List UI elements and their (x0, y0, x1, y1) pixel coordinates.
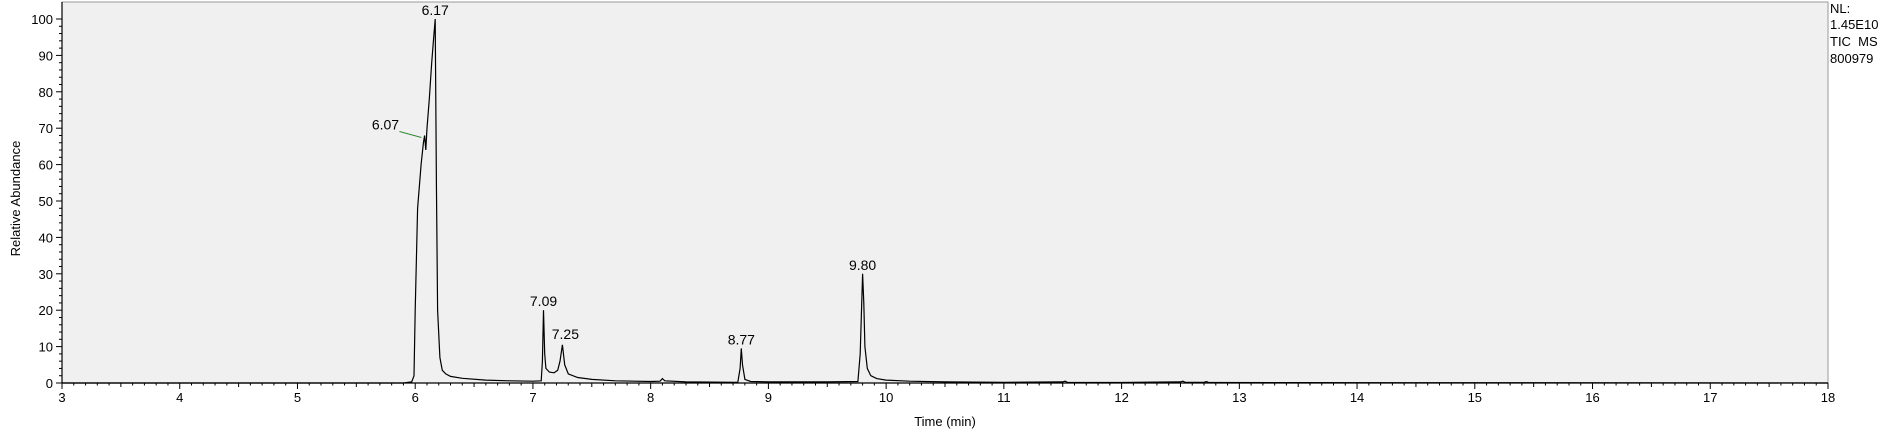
x-tick-label: 6 (412, 390, 419, 405)
peak-label: 6.07 (372, 116, 399, 132)
x-tick-label: 5 (294, 390, 301, 405)
x-tick-label: 11 (997, 390, 1011, 405)
tic-trace-line (62, 18, 1829, 384)
x-tick-label: 16 (1585, 390, 1599, 405)
y-tick-label: 10 (39, 340, 53, 355)
x-tick-label: 9 (765, 390, 772, 405)
y-axis: 0 10 20 30 40 50 60 70 80 90 100 (31, 2, 63, 391)
x-tick-label: 14 (1350, 390, 1364, 405)
y-tick-label: 0 (46, 376, 53, 391)
y-tick-label: 40 (39, 230, 53, 245)
nl-label: NL: (1830, 1, 1850, 16)
plot-area (61, 1, 1829, 384)
y-axis-title: Relative Abundance (8, 141, 23, 257)
nl-value: 1.45E10 (1830, 17, 1878, 32)
x-tick-label: 18 (1821, 390, 1835, 405)
x-tick-label: 4 (176, 390, 183, 405)
peak-label: 9.80 (849, 257, 876, 273)
y-tick-label: 20 (39, 303, 53, 318)
y-tick-label: 60 (39, 158, 53, 173)
x-tick-label: 12 (1114, 390, 1128, 405)
peak-label: 7.09 (530, 293, 557, 309)
peak-label-leader (399, 130, 422, 138)
x-tick-label: 10 (879, 390, 893, 405)
y-tick-label: 90 (39, 48, 53, 63)
x-tick-label: 15 (1468, 390, 1482, 405)
x-tick-label: 13 (1232, 390, 1246, 405)
y-tick-label: 100 (31, 12, 53, 27)
y-tick-label: 70 (39, 121, 53, 136)
info-block: NL: 1.45E10 TIC MS 800979 (1830, 1, 1878, 66)
x-tick-label: 7 (529, 390, 536, 405)
y-tick-label: 30 (39, 267, 53, 282)
y-tick-label: 80 (39, 85, 53, 100)
sample-label: 800979 (1830, 51, 1873, 66)
x-tick-label: 17 (1703, 390, 1717, 405)
peak-label: 7.25 (552, 326, 579, 342)
peak-annotations: 6.17 6.07 7.09 7.25 8.77 9.80 (372, 2, 877, 347)
x-tick-label: 3 (58, 390, 65, 405)
x-tick-label: 8 (647, 390, 654, 405)
x-axis: 3 4 5 6 7 8 9 10 11 12 13 14 15 16 17 18 (58, 382, 1835, 405)
peak-label: 8.77 (728, 331, 755, 347)
peak-label: 6.17 (422, 2, 449, 18)
y-tick-label: 50 (39, 194, 53, 209)
x-axis-title: Time (min) (914, 414, 976, 429)
trace-type-label: TIC MS (1830, 34, 1878, 49)
